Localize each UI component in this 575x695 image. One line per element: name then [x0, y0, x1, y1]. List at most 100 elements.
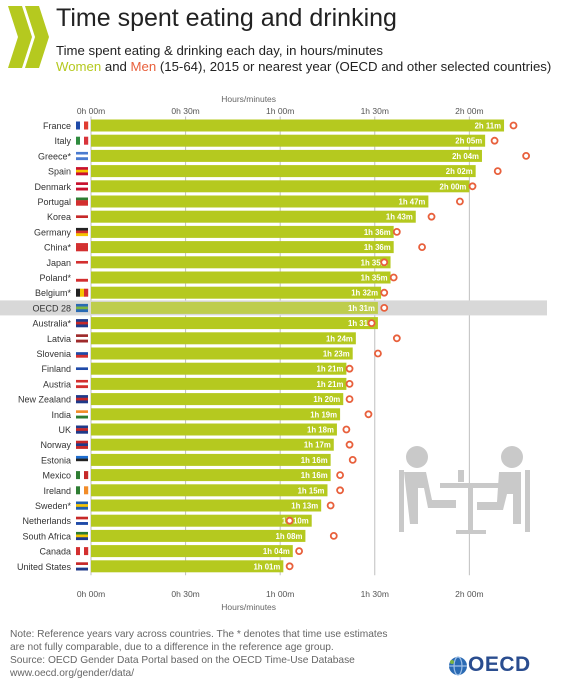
flag-stripe [76, 212, 88, 216]
country-label: Mexico [42, 471, 71, 481]
legend-and: and [101, 59, 131, 74]
flag-stripe [76, 227, 88, 231]
flag-stripe [76, 339, 88, 343]
flag-stripe [76, 172, 88, 176]
flag-stripe [84, 471, 89, 480]
bar-value-label: 2h 00m [439, 182, 466, 191]
flag-stripe [76, 288, 81, 297]
flag-stripe [76, 425, 88, 429]
flag-stripe [76, 430, 88, 434]
bar-women [91, 241, 394, 254]
bar-women [91, 256, 391, 269]
flag-stripe [76, 567, 88, 571]
flag-stripe [76, 379, 88, 383]
bar-women [91, 149, 482, 162]
bar-women [91, 119, 505, 132]
bar-value-label: 1h 16m [301, 471, 328, 480]
country-label: Canada [39, 547, 71, 557]
marker-men [392, 227, 401, 236]
flag-stripe [76, 352, 88, 356]
flag-stripe [80, 136, 85, 145]
marker-men [285, 516, 294, 525]
bar-women [91, 438, 334, 451]
flag-stripe [76, 303, 88, 307]
x-axis-title-top: Hours/minutes [221, 94, 276, 104]
country-label: Estonia [41, 455, 71, 465]
bar-women [91, 332, 356, 345]
dining-illustration-icon [399, 446, 530, 534]
bar-value-label: 1h 10m [282, 517, 309, 526]
country-label: Belgium* [35, 288, 72, 298]
bar-women [91, 469, 331, 482]
flag-stripe [76, 248, 88, 252]
x-tick-label-top: 2h 00m [455, 106, 483, 116]
bar-women [91, 499, 322, 512]
x-tick-label-top: 1h 00m [266, 106, 294, 116]
marker-men [509, 121, 518, 130]
marker-men [345, 395, 354, 404]
marker-men [345, 364, 354, 373]
flag-stripe [76, 187, 88, 191]
flag-stripe [76, 151, 88, 155]
bar-value-label: 1h 31m [348, 319, 375, 328]
flag-stripe [76, 263, 88, 267]
marker-men [380, 258, 389, 267]
flag-stripe [76, 169, 88, 173]
flag-stripe [80, 471, 85, 480]
flag-stripe [76, 415, 88, 419]
legend-men: Men [130, 59, 157, 74]
flag-stripe [76, 243, 88, 246]
flag-stripe [76, 202, 88, 206]
country-label: Norway [40, 440, 71, 450]
marker-men [418, 243, 426, 252]
flag-stripe [76, 516, 88, 520]
country-label: Sweden* [35, 501, 72, 511]
bar-value-label: 1h 15m [298, 486, 325, 495]
flag-stripe [76, 440, 88, 444]
flag-stripe [76, 309, 88, 313]
x-tick-label-bottom: 0h 30m [171, 589, 199, 599]
flag-stripe [76, 400, 88, 404]
flag-stripe [76, 121, 81, 130]
bar-women [91, 393, 344, 406]
flag-stripe [76, 461, 88, 465]
country-label: Italy [54, 136, 71, 146]
flag-stripe [76, 519, 88, 523]
x-tick-label-top: 1h 30m [361, 106, 389, 116]
bar-value-label: 1h 19m [310, 410, 337, 419]
flag-stripe [84, 288, 89, 297]
flag-stripe [84, 121, 89, 130]
bar-value-label: 1h 35m [361, 274, 388, 283]
flag-stripe [76, 306, 88, 310]
flag-stripe [76, 200, 88, 204]
flag-stripe [76, 506, 88, 510]
marker-men [285, 562, 294, 571]
flag-stripe [76, 336, 88, 340]
legend-women: Women [56, 59, 102, 74]
bar-women [91, 529, 306, 542]
bar-women [91, 545, 293, 558]
flag-stripe [76, 324, 88, 328]
country-label: Denmark [34, 182, 71, 192]
marker-men [380, 288, 389, 297]
flag-stripe [76, 334, 88, 338]
x-tick-label-top: 0h 30m [171, 106, 199, 116]
bar-women [91, 408, 341, 421]
marker-men [427, 212, 436, 221]
country-label: OECD 28 [32, 303, 71, 313]
flag-stripe [80, 486, 85, 495]
flag-stripe [84, 486, 89, 495]
flag-stripe [76, 319, 88, 322]
flag-stripe [76, 278, 88, 282]
flag-stripe [76, 397, 88, 401]
flag-stripe [84, 547, 89, 556]
legend-line: Women and Men (15-64), 2015 or nearest y… [56, 59, 551, 74]
flag-stripe [76, 154, 88, 158]
country-label: Portugal [37, 197, 71, 207]
note-line-2: are not fully comparable, due to a diffe… [10, 642, 334, 653]
bar-women [91, 180, 470, 193]
marker-men [326, 501, 335, 510]
bar-value-label: 1h 32m [351, 289, 378, 298]
marker-men [345, 440, 354, 449]
bar-value-label: 1h 36m [364, 228, 391, 237]
